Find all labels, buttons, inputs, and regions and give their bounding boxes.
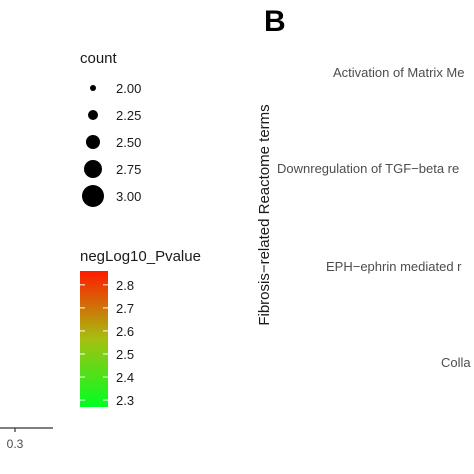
colorbar-label: 2.6	[116, 324, 134, 339]
size-legend-key	[90, 85, 96, 91]
size-legend-title: count	[80, 50, 118, 67]
x-tick-label: 0.3	[7, 437, 24, 451]
panel-letter: B	[264, 5, 286, 38]
colorbar-label: 2.3	[116, 393, 134, 408]
colorbar-label: 2.4	[116, 370, 134, 385]
colorbar-label: 2.5	[116, 347, 134, 362]
colorbar-label: 2.7	[116, 301, 134, 316]
size-legend-key	[84, 160, 102, 178]
y-category-label: EPH−ephrin mediated r	[326, 259, 462, 274]
size-legend-key	[88, 110, 98, 120]
size-legend-label: 3.00	[116, 189, 141, 204]
panel-b: B Fibrosis−related Reactome terms Activa…	[256, 5, 471, 370]
y-category-label: Colla	[441, 355, 471, 370]
size-legend-label: 2.00	[116, 81, 141, 96]
size-legend-key	[86, 135, 100, 149]
y-category-label: Activation of Matrix Me	[333, 65, 465, 80]
color-legend-title: negLog10_Pvalue	[80, 248, 201, 265]
size-legend-key	[82, 185, 104, 207]
colorbar-label: 2.8	[116, 278, 134, 293]
color-legend: negLog10_Pvalue 2.8 2.7 2.6 2.5 2.4 2.3	[80, 248, 201, 408]
y-axis-label: Fibrosis−related Reactome terms	[256, 104, 273, 325]
panel-a: 0.3	[0, 427, 53, 451]
size-legend-label: 2.50	[116, 135, 141, 150]
size-legend: count 2.00 2.25 2.50 2.75 3.00	[80, 50, 141, 207]
size-legend-label: 2.75	[116, 162, 141, 177]
size-legend-label: 2.25	[116, 108, 141, 123]
colorbar	[80, 271, 108, 407]
y-category-label: Downregulation of TGF−beta re	[277, 161, 459, 176]
